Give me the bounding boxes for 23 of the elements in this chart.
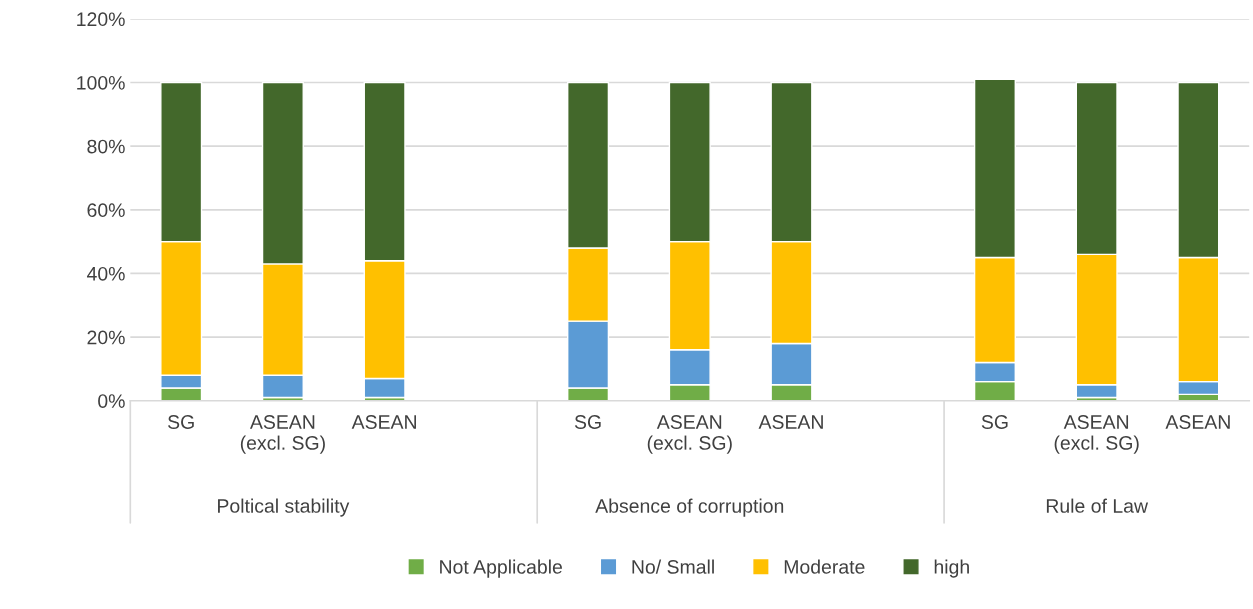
x-tick-label: ASEAN [1165, 415, 1230, 429]
x-tick-label: ASEAN (excl. SG) [1054, 415, 1139, 454]
legend-label: No/ Small [632, 559, 714, 574]
legend-label: high [934, 559, 969, 578]
y-tick-label: 40% [86, 266, 125, 281]
y-tick-label: 20% [87, 330, 125, 345]
y-tick-label: 60% [87, 203, 125, 218]
legend-label: Moderate [784, 559, 865, 574]
x-tick-label: SG [574, 415, 601, 429]
text: Absence of corruption [595, 498, 784, 517]
text: Rule of Law [1046, 498, 1149, 513]
y-tick-label: 100% [77, 75, 125, 90]
x-tick-label: ASEAN [758, 415, 823, 429]
y-tick-label: 80% [87, 139, 125, 154]
legend-label: Not Applicable [440, 559, 562, 578]
y-tick-label: 120% [77, 12, 125, 27]
x-tick-label: SG [981, 415, 1008, 429]
x-tick-label: ASEAN (excl. SG) [647, 415, 732, 454]
y-tick-label: 0% [98, 394, 125, 408]
x-tick-label: ASEAN [351, 415, 416, 429]
text: Poltical stability [218, 498, 350, 517]
x-tick-label: SG [168, 415, 194, 429]
x-tick-label: ASEAN (excl. SG) [240, 415, 325, 454]
